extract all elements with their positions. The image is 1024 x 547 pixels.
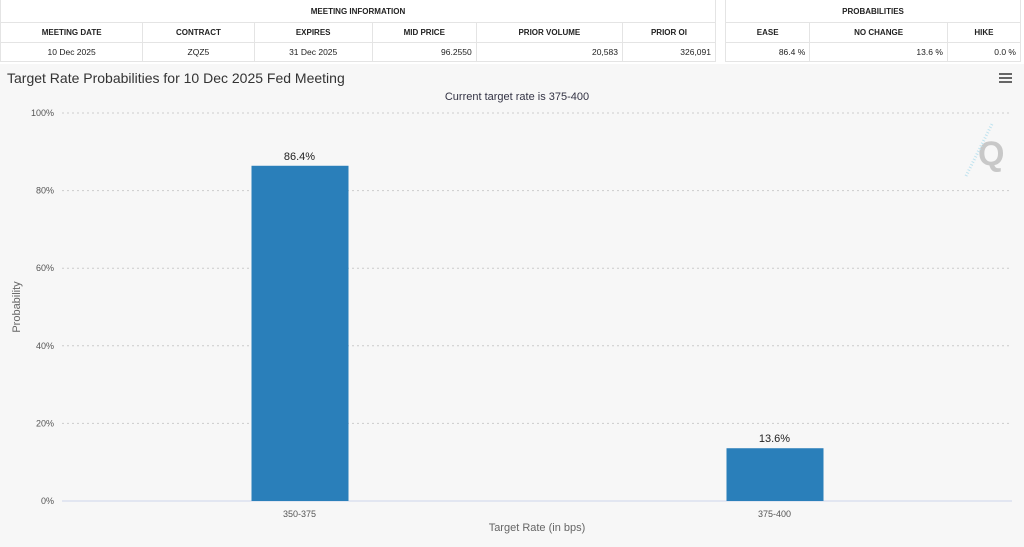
y-axis-title: Probability: [11, 281, 23, 333]
probabilities-header: PROBABILITIES: [725, 0, 1021, 23]
chart-title: Target Rate Probabilities for 10 Dec 202…: [7, 70, 345, 86]
y-tick-label: 100%: [31, 108, 54, 118]
column-header: NO CHANGE: [809, 22, 948, 43]
cell: 13.6 %: [809, 42, 948, 62]
chart-svg: 0% 20% 40% 60% 80% 100% 86.4% 350-375 13.6% 375-4…: [11, 108, 1012, 534]
bar: [726, 448, 824, 501]
cell: 86.4 %: [724, 42, 811, 62]
watermark-stripes: [964, 123, 994, 177]
bar: [251, 165, 349, 501]
cell: 20,583: [475, 42, 623, 62]
x-tick-label: 375-400: [758, 509, 791, 519]
y-tick-label: 20%: [36, 418, 54, 428]
chart-container: 0% 20% 40% 60% 80% 100% 86.4% 350-375 13.6% 375-4…: [0, 64, 1024, 547]
y-tick-label: 60%: [36, 263, 54, 273]
cell: ZQZ5: [142, 42, 255, 62]
data-label: 86.4%: [284, 151, 315, 163]
cell: 96.2550: [371, 42, 477, 62]
y-tick-label: 80%: [36, 186, 54, 196]
x-axis-title: Target Rate (in bps): [489, 522, 586, 534]
cell: 31 Dec 2025: [253, 42, 373, 62]
column-header: EASE: [724, 22, 811, 43]
chart-subtitle: Current target rate is 375-400: [444, 91, 590, 103]
column-header: PRIOR VOLUME: [475, 22, 623, 43]
cell: 326,091: [621, 42, 717, 62]
y-tick-label: 0%: [41, 496, 54, 506]
column-header: PRIOR OI: [621, 22, 717, 43]
column-header: MEETING DATE: [0, 22, 144, 43]
x-tick-label: 350-375: [283, 509, 316, 519]
probabilities-table: PROBABILITIES EASE NO CHANGE HIKE 86.4 % 13.…: [724, 0, 1022, 62]
hamburger-menu-icon[interactable]: [999, 73, 1012, 85]
cell: 0.0 %: [946, 42, 1022, 62]
y-tick-label: 40%: [36, 341, 54, 351]
column-header: MID PRICE: [371, 22, 477, 43]
meeting-info-table: MEETING INFORMATION MEETING DATE CONTRACT…: [0, 0, 717, 62]
column-header: CONTRACT: [142, 22, 255, 43]
column-header: EXPIRES: [253, 22, 373, 43]
cell: 10 Dec 2025: [0, 42, 144, 62]
meeting-info-header: MEETING INFORMATION: [0, 0, 716, 23]
data-label: 13.6%: [759, 433, 790, 445]
column-header: HIKE: [946, 22, 1022, 43]
q-logo-watermark: Q: [978, 135, 1004, 173]
